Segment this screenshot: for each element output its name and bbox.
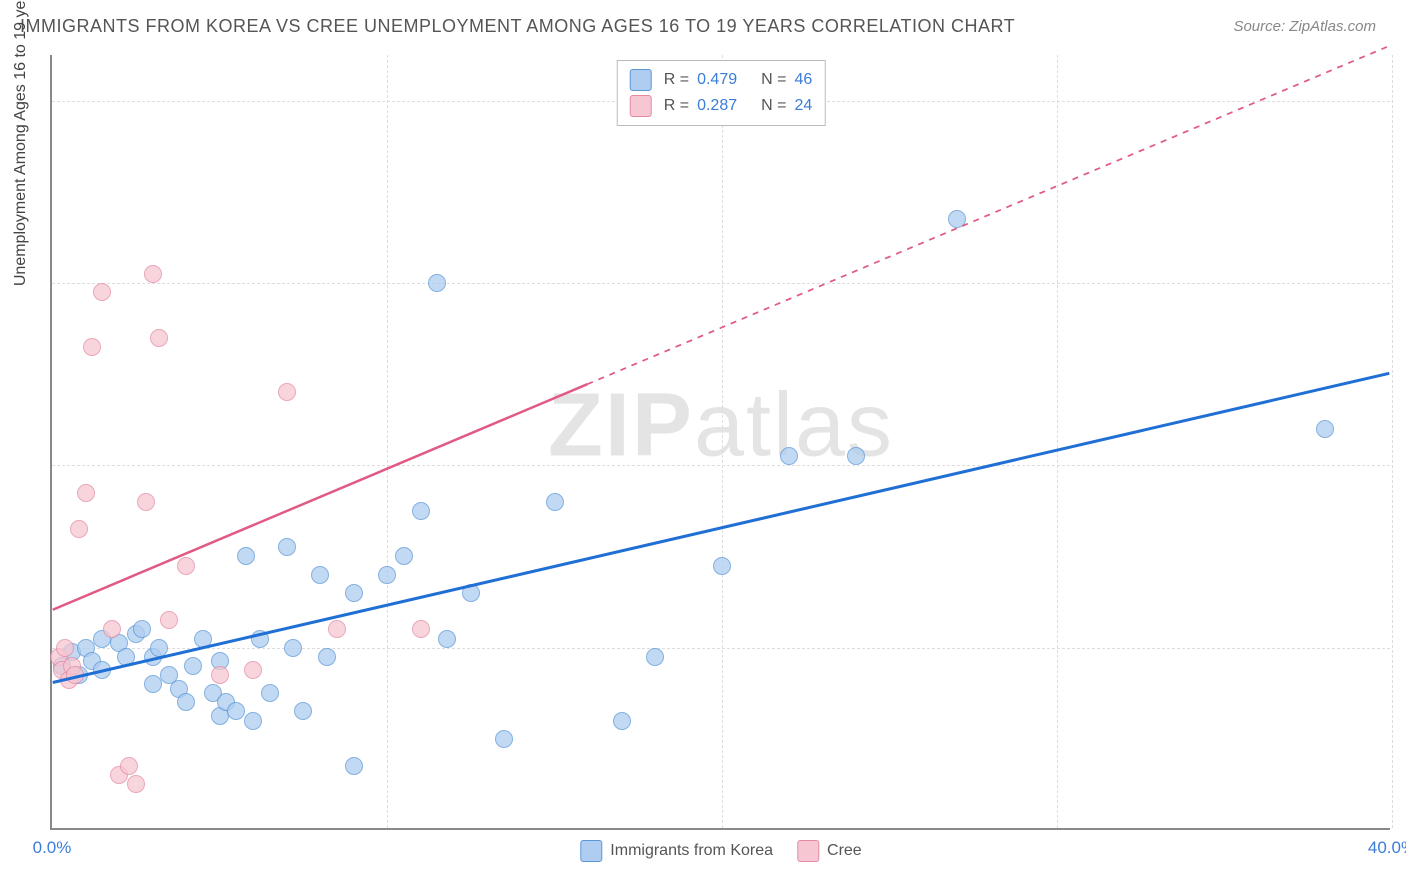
- gridline-v: [1392, 55, 1393, 828]
- source-label: Source: ZipAtlas.com: [1233, 18, 1376, 35]
- legend-r-value: 0.479: [697, 71, 737, 89]
- trend-line: [53, 373, 1390, 682]
- legend-item-label: Immigrants from Korea: [610, 842, 773, 860]
- legend-n-label: N =: [761, 71, 786, 89]
- legend-item: Cree: [797, 840, 862, 862]
- x-tick-label: 0.0%: [33, 838, 72, 858]
- legend-stat-row: R = 0.287 N = 24: [630, 93, 813, 119]
- legend-swatch: [630, 69, 652, 91]
- y-axis-label: Unemployment Among Ages 16 to 19 years: [12, 0, 30, 286]
- y-tick-label: 20.0%: [1400, 638, 1406, 658]
- legend-swatch: [797, 840, 819, 862]
- legend-item-label: Cree: [827, 842, 862, 860]
- legend-stats: R = 0.479 N = 46 R = 0.287 N = 24: [617, 60, 826, 126]
- y-tick-label: 60.0%: [1400, 273, 1406, 293]
- legend-n-value: 24: [794, 97, 812, 115]
- y-tick-label: 80.0%: [1400, 91, 1406, 111]
- legend-n-label: N =: [761, 97, 786, 115]
- legend-series: Immigrants from Korea Cree: [580, 840, 861, 862]
- legend-r-label: R =: [664, 97, 689, 115]
- y-tick-label: 40.0%: [1400, 455, 1406, 475]
- legend-r-value: 0.287: [697, 97, 737, 115]
- chart-title: IMMIGRANTS FROM KOREA VS CREE UNEMPLOYME…: [20, 16, 1015, 37]
- legend-stat-row: R = 0.479 N = 46: [630, 67, 813, 93]
- x-tick-label: 40.0%: [1368, 838, 1406, 858]
- legend-n-value: 46: [794, 71, 812, 89]
- legend-swatch: [580, 840, 602, 862]
- trend-lines: [52, 55, 1390, 828]
- plot-area: ZIPatlas R =0.479N =46R =0.287N =24 Immi…: [50, 55, 1390, 830]
- legend-swatch: [630, 95, 652, 117]
- legend-r-label: R =: [664, 71, 689, 89]
- legend-item: Immigrants from Korea: [580, 840, 773, 862]
